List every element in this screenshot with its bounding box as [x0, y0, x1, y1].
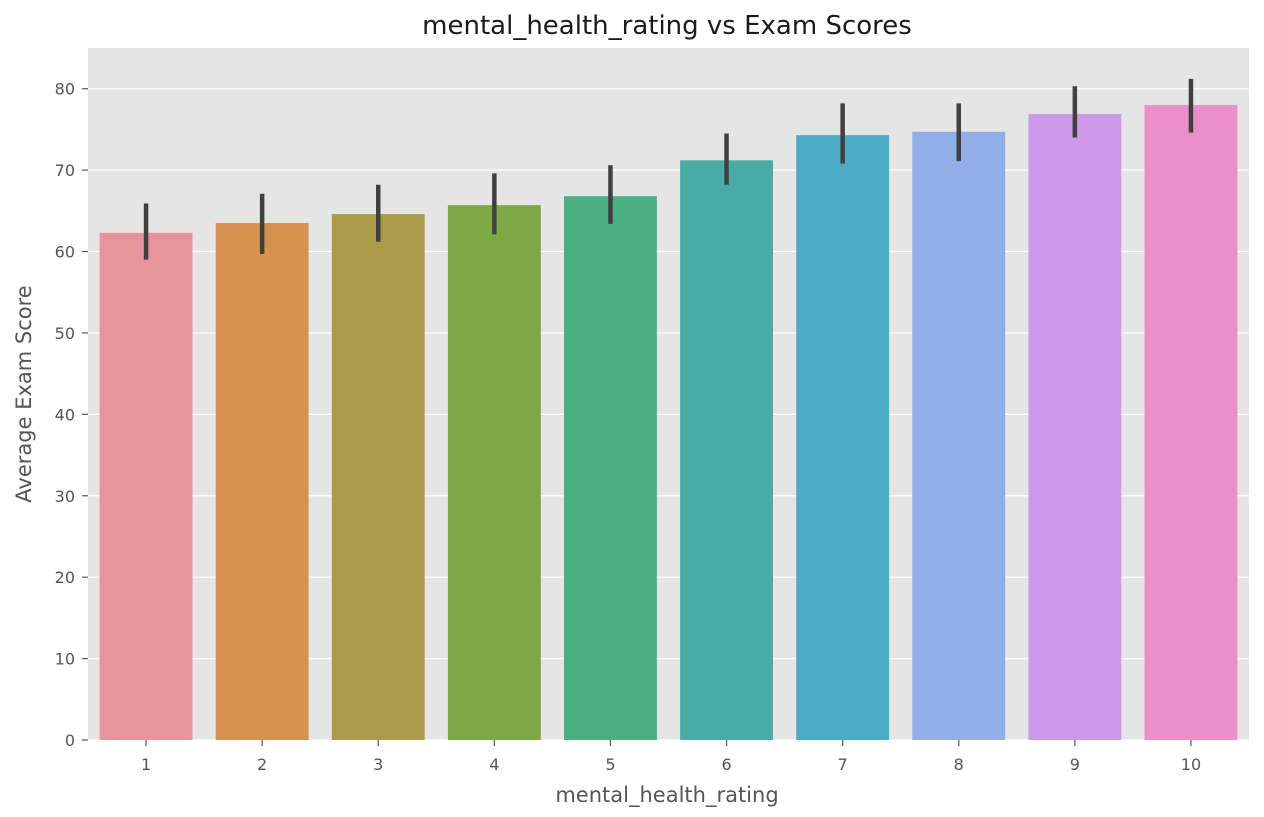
x-tick-label: 8 — [954, 755, 964, 774]
bar-7 — [796, 135, 890, 740]
bar-9 — [1028, 113, 1122, 740]
x-axis-ticks: 1 2 3 4 5 6 7 8 9 10 — [141, 740, 1201, 774]
bar-10 — [1144, 104, 1238, 741]
x-tick-label: 7 — [838, 755, 848, 774]
bars — [99, 104, 1238, 741]
x-tick-label: 3 — [373, 755, 383, 774]
x-tick-label: 1 — [141, 755, 151, 774]
y-tick-label: 80 — [55, 80, 75, 99]
bar-5 — [564, 196, 657, 740]
x-tick-label: 6 — [721, 755, 731, 774]
y-tick-label: 30 — [55, 487, 75, 506]
bar-6 — [680, 160, 773, 740]
y-tick-label: 50 — [55, 324, 75, 343]
y-tick-label: 70 — [55, 161, 75, 180]
y-axis-ticks: 0 10 20 30 40 50 60 70 80 — [55, 80, 88, 750]
x-tick-label: 4 — [489, 755, 499, 774]
error-bars — [143, 78, 1194, 260]
bar-3 — [331, 214, 425, 740]
y-tick-label: 40 — [55, 405, 75, 424]
y-tick-label: 10 — [55, 650, 75, 669]
x-tick-label: 10 — [1181, 755, 1201, 774]
x-axis-label: mental_health_rating — [555, 783, 778, 808]
bar-1 — [99, 232, 193, 741]
y-tick-label: 60 — [55, 243, 75, 262]
x-tick-label: 9 — [1070, 755, 1080, 774]
y-axis-label: Average Exam Score — [12, 285, 36, 502]
bar-8 — [912, 131, 1006, 740]
bar-4 — [447, 205, 541, 741]
chart-title: mental_health_rating vs Exam Scores — [422, 11, 912, 41]
bar-2 — [215, 223, 309, 741]
y-tick-label: 20 — [55, 568, 75, 587]
x-tick-label: 2 — [257, 755, 267, 774]
x-tick-label: 5 — [605, 755, 615, 774]
y-tick-label: 0 — [65, 731, 75, 750]
